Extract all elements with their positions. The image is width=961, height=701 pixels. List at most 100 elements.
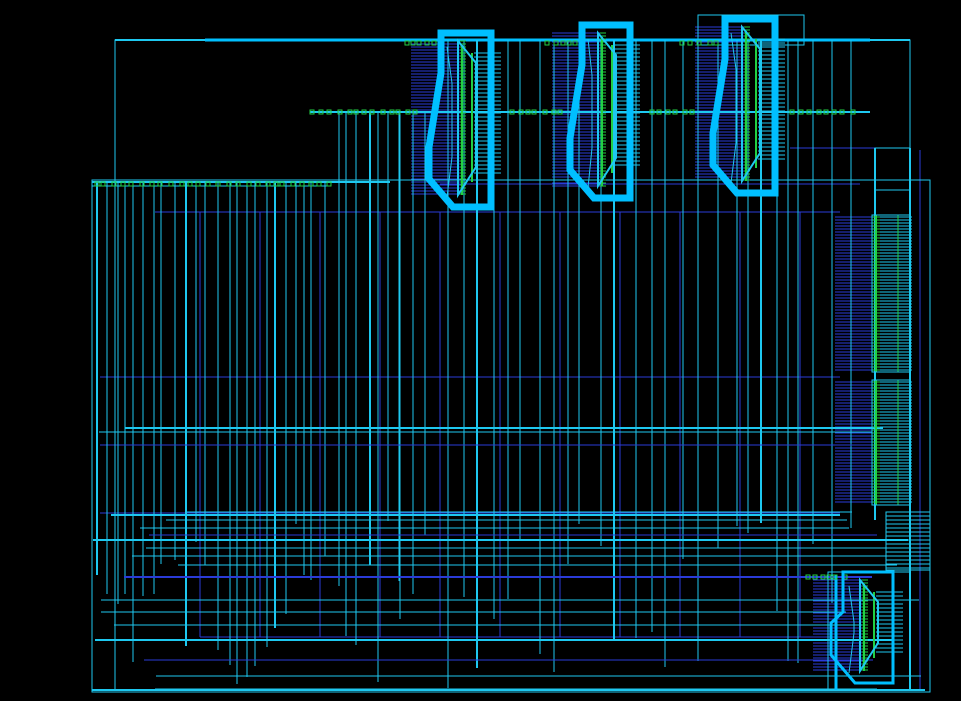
top-bus-pin bbox=[544, 40, 550, 46]
mid-bus-pin bbox=[509, 109, 515, 115]
left-bus-pin bbox=[279, 181, 285, 187]
pin-layer bbox=[94, 26, 899, 671]
bottom-bus-pin bbox=[832, 574, 838, 580]
mid-bus-pin bbox=[823, 109, 829, 115]
left-bus-pin bbox=[326, 181, 332, 187]
mid-bus-pin bbox=[542, 109, 548, 115]
top-bus-pin bbox=[416, 40, 422, 46]
left-bus-pin bbox=[235, 181, 241, 187]
left-bus-pin bbox=[265, 181, 271, 187]
mux-taper bbox=[446, 46, 453, 198]
mid-bus-pin bbox=[789, 109, 795, 115]
mid-bus-pin bbox=[850, 109, 856, 115]
mid-bus-pin bbox=[557, 109, 563, 115]
mux-taper bbox=[587, 38, 593, 189]
left-bus-pin bbox=[128, 181, 134, 187]
block-layer[interactable] bbox=[425, 15, 911, 685]
mid-bus-pin bbox=[405, 109, 411, 115]
mid-bus-pin bbox=[353, 109, 359, 115]
top-bus-pin bbox=[679, 40, 685, 46]
mid-bus-pin bbox=[649, 109, 655, 115]
mid-bus-pin bbox=[665, 109, 671, 115]
bottom-bus-pin bbox=[805, 574, 811, 580]
mux-taper bbox=[848, 585, 855, 674]
mid-bus-pin bbox=[689, 109, 695, 115]
left-bus-pin bbox=[299, 181, 305, 187]
top-bus-pin bbox=[713, 40, 719, 46]
mid-bus-pin bbox=[361, 109, 367, 115]
left-bus-pin bbox=[139, 181, 145, 187]
mux-block-2[interactable] bbox=[566, 21, 634, 202]
mid-bus-pin bbox=[816, 109, 822, 115]
top-bus-pin bbox=[431, 40, 437, 46]
top-bus-pin bbox=[707, 40, 713, 46]
left-bus-pin bbox=[168, 181, 174, 187]
top-bus-pin bbox=[566, 40, 572, 46]
mid-bus-pin bbox=[347, 109, 353, 115]
register-bank-lower bbox=[871, 379, 911, 506]
top-bus-pin bbox=[410, 40, 416, 46]
mid-bus-pin bbox=[551, 109, 557, 115]
register-bank-upper bbox=[871, 214, 911, 373]
left-bus-pin bbox=[195, 181, 201, 187]
left-bus-pin bbox=[187, 181, 193, 187]
left-bus-pin bbox=[100, 181, 106, 187]
mid-bus-pin bbox=[326, 109, 332, 115]
left-bus-pin bbox=[255, 181, 261, 187]
top-bus-pin bbox=[560, 40, 566, 46]
mux-block-3[interactable] bbox=[709, 15, 779, 197]
mid-bus-pin bbox=[831, 109, 837, 115]
left-bus-pin bbox=[149, 181, 155, 187]
mid-bus-pin bbox=[525, 109, 531, 115]
mid-bus-pin bbox=[518, 109, 524, 115]
mux-body bbox=[457, 38, 477, 199]
top-bus-pin bbox=[404, 40, 410, 46]
mid-bus-pin bbox=[309, 109, 315, 115]
mid-bus-pin bbox=[672, 109, 678, 115]
mux-body bbox=[741, 24, 761, 185]
top-bus-pin bbox=[687, 40, 693, 46]
mid-bus-pin bbox=[531, 109, 537, 115]
left-bus-pin bbox=[94, 181, 100, 187]
left-bus-pin bbox=[226, 181, 232, 187]
mid-bus-pin bbox=[395, 109, 401, 115]
left-bus-pin bbox=[157, 181, 163, 187]
top-bus-pin bbox=[696, 40, 702, 46]
left-bus-pin bbox=[316, 181, 322, 187]
mux-taper bbox=[730, 32, 737, 184]
bottom-bus-pin bbox=[812, 574, 818, 580]
frame-outline-left bbox=[91, 179, 931, 693]
mid-bus-pin bbox=[380, 109, 386, 115]
top-bus-pin bbox=[424, 40, 430, 46]
left-bus-pin bbox=[246, 181, 252, 187]
left-bus-pin bbox=[215, 181, 221, 187]
left-bus-pin bbox=[308, 181, 314, 187]
mux-block-1[interactable] bbox=[425, 29, 495, 211]
left-bus-pin bbox=[111, 181, 117, 187]
mid-bus-pin bbox=[656, 109, 662, 115]
mid-bus-pin bbox=[389, 109, 395, 115]
mid-bus-pin bbox=[318, 109, 324, 115]
left-bus-pin bbox=[179, 181, 185, 187]
mid-bus-pin bbox=[839, 109, 845, 115]
wire-layer bbox=[91, 14, 931, 693]
mux-block-4[interactable] bbox=[829, 570, 895, 685]
mid-bus-pin bbox=[412, 109, 418, 115]
bottom-bus-pin bbox=[826, 574, 832, 580]
mid-bus-pin bbox=[682, 109, 688, 115]
mid-bus-pin bbox=[337, 109, 343, 115]
frame-outline-top-right bbox=[697, 14, 805, 46]
mid-bus-pin bbox=[369, 109, 375, 115]
left-bus-pin bbox=[290, 181, 296, 187]
top-bus-pin bbox=[572, 40, 578, 46]
mux-body bbox=[859, 577, 879, 675]
left-bus-pin bbox=[205, 181, 211, 187]
mid-bus-pin bbox=[806, 109, 812, 115]
bottom-bus-pin bbox=[820, 574, 826, 580]
bottom-block-connector bbox=[885, 511, 931, 571]
top-bus-pin bbox=[553, 40, 559, 46]
left-bus-pin bbox=[120, 181, 126, 187]
mux-body bbox=[597, 30, 617, 190]
mid-bus-pin bbox=[798, 109, 804, 115]
